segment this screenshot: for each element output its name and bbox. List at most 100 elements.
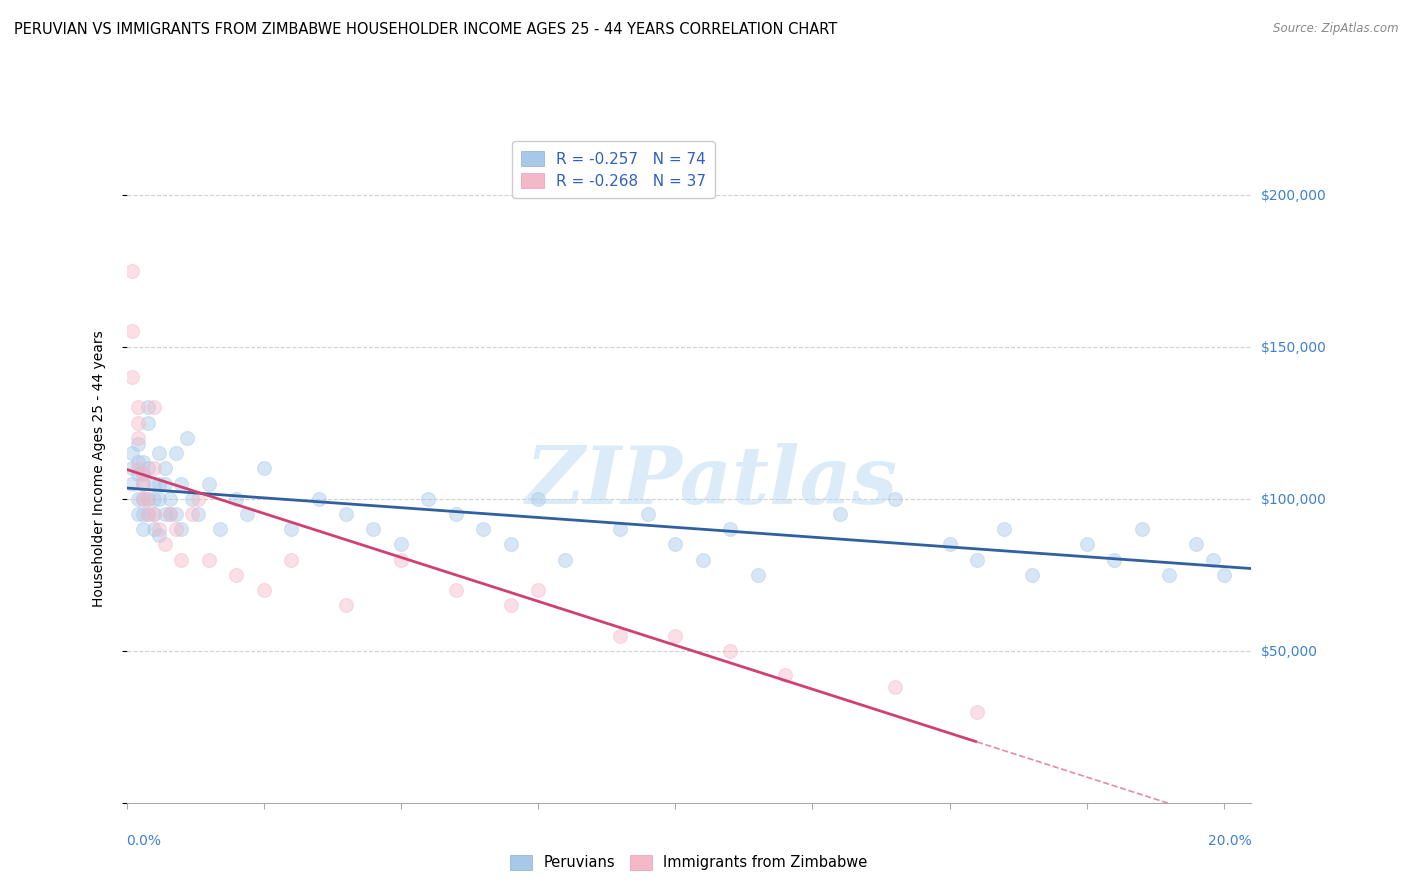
Point (153, 537, 176, 551)
Point (121, 446, 143, 460)
Legend: Peruvians, Immigrants from Zimbabwe: Peruvians, Immigrants from Zimbabwe (505, 848, 873, 876)
Point (828, 507, 851, 521)
Point (165, 507, 187, 521)
Point (176, 431, 198, 445)
Point (253, 582, 276, 597)
Point (132, 507, 155, 521)
Point (993, 522, 1015, 536)
Point (121, 263, 143, 277)
Point (138, 507, 160, 521)
Point (1130, 522, 1153, 536)
Point (554, 552, 576, 566)
Point (170, 476, 193, 491)
Point (664, 628, 686, 642)
Point (308, 491, 330, 506)
Point (148, 522, 170, 536)
Text: ZIPatlas: ZIPatlas (526, 443, 897, 520)
Point (165, 522, 187, 536)
Point (143, 522, 166, 536)
Point (143, 401, 166, 415)
Point (966, 552, 988, 566)
Point (132, 467, 155, 482)
Point (132, 491, 155, 506)
Point (883, 491, 905, 506)
Point (143, 507, 166, 521)
Point (127, 461, 149, 475)
Point (253, 461, 276, 475)
Point (1021, 567, 1043, 582)
Point (236, 507, 259, 521)
Point (208, 522, 231, 536)
Point (127, 507, 149, 521)
Point (966, 705, 988, 719)
Point (170, 522, 193, 536)
Point (637, 507, 659, 521)
Point (1185, 537, 1208, 551)
Point (883, 680, 905, 694)
Point (148, 446, 170, 460)
Point (225, 567, 247, 582)
Point (132, 467, 155, 482)
Point (609, 628, 631, 642)
Point (692, 552, 714, 566)
Point (121, 325, 143, 339)
Point (472, 522, 495, 536)
Point (280, 522, 302, 536)
Point (132, 476, 155, 491)
Point (127, 491, 149, 506)
Point (159, 507, 181, 521)
Point (444, 507, 467, 521)
Point (444, 582, 467, 597)
Point (138, 491, 160, 506)
Point (143, 507, 166, 521)
Legend: R = -0.257   N = 74, R = -0.268   N = 37: R = -0.257 N = 74, R = -0.268 N = 37 (512, 142, 716, 198)
Point (609, 522, 631, 536)
Text: 20.0%: 20.0% (1208, 834, 1251, 848)
Point (938, 537, 960, 551)
Point (280, 552, 302, 566)
Point (664, 537, 686, 551)
Point (1102, 552, 1125, 566)
Point (198, 476, 221, 491)
Point (159, 491, 181, 506)
Point (418, 491, 440, 506)
Point (127, 437, 149, 451)
Point (138, 401, 160, 415)
Point (187, 491, 209, 506)
Point (181, 491, 204, 506)
Point (138, 491, 160, 506)
Point (143, 461, 166, 475)
Point (138, 416, 160, 430)
Point (773, 668, 796, 682)
Point (121, 476, 143, 491)
Point (127, 467, 149, 482)
Point (225, 491, 247, 506)
Point (335, 598, 357, 612)
Point (159, 507, 181, 521)
Point (389, 537, 412, 551)
Point (138, 461, 160, 475)
Point (363, 522, 385, 536)
Point (143, 491, 166, 506)
Text: 0.0%: 0.0% (127, 834, 162, 848)
Point (148, 528, 170, 542)
Point (127, 416, 149, 430)
Point (148, 491, 170, 506)
Point (121, 461, 143, 475)
Point (718, 644, 741, 658)
Point (1076, 537, 1098, 551)
Point (187, 507, 209, 521)
Point (170, 552, 193, 566)
Point (1202, 552, 1225, 566)
Point (132, 455, 155, 469)
Point (165, 446, 187, 460)
Text: PERUVIAN VS IMMIGRANTS FROM ZIMBABWE HOUSEHOLDER INCOME AGES 25 - 44 YEARS CORRE: PERUVIAN VS IMMIGRANTS FROM ZIMBABWE HOU… (14, 22, 838, 37)
Point (335, 507, 357, 521)
Point (153, 507, 176, 521)
Point (127, 431, 149, 445)
Point (527, 491, 550, 506)
Point (198, 552, 221, 566)
Point (132, 491, 155, 506)
Point (747, 567, 769, 582)
Point (527, 582, 550, 597)
